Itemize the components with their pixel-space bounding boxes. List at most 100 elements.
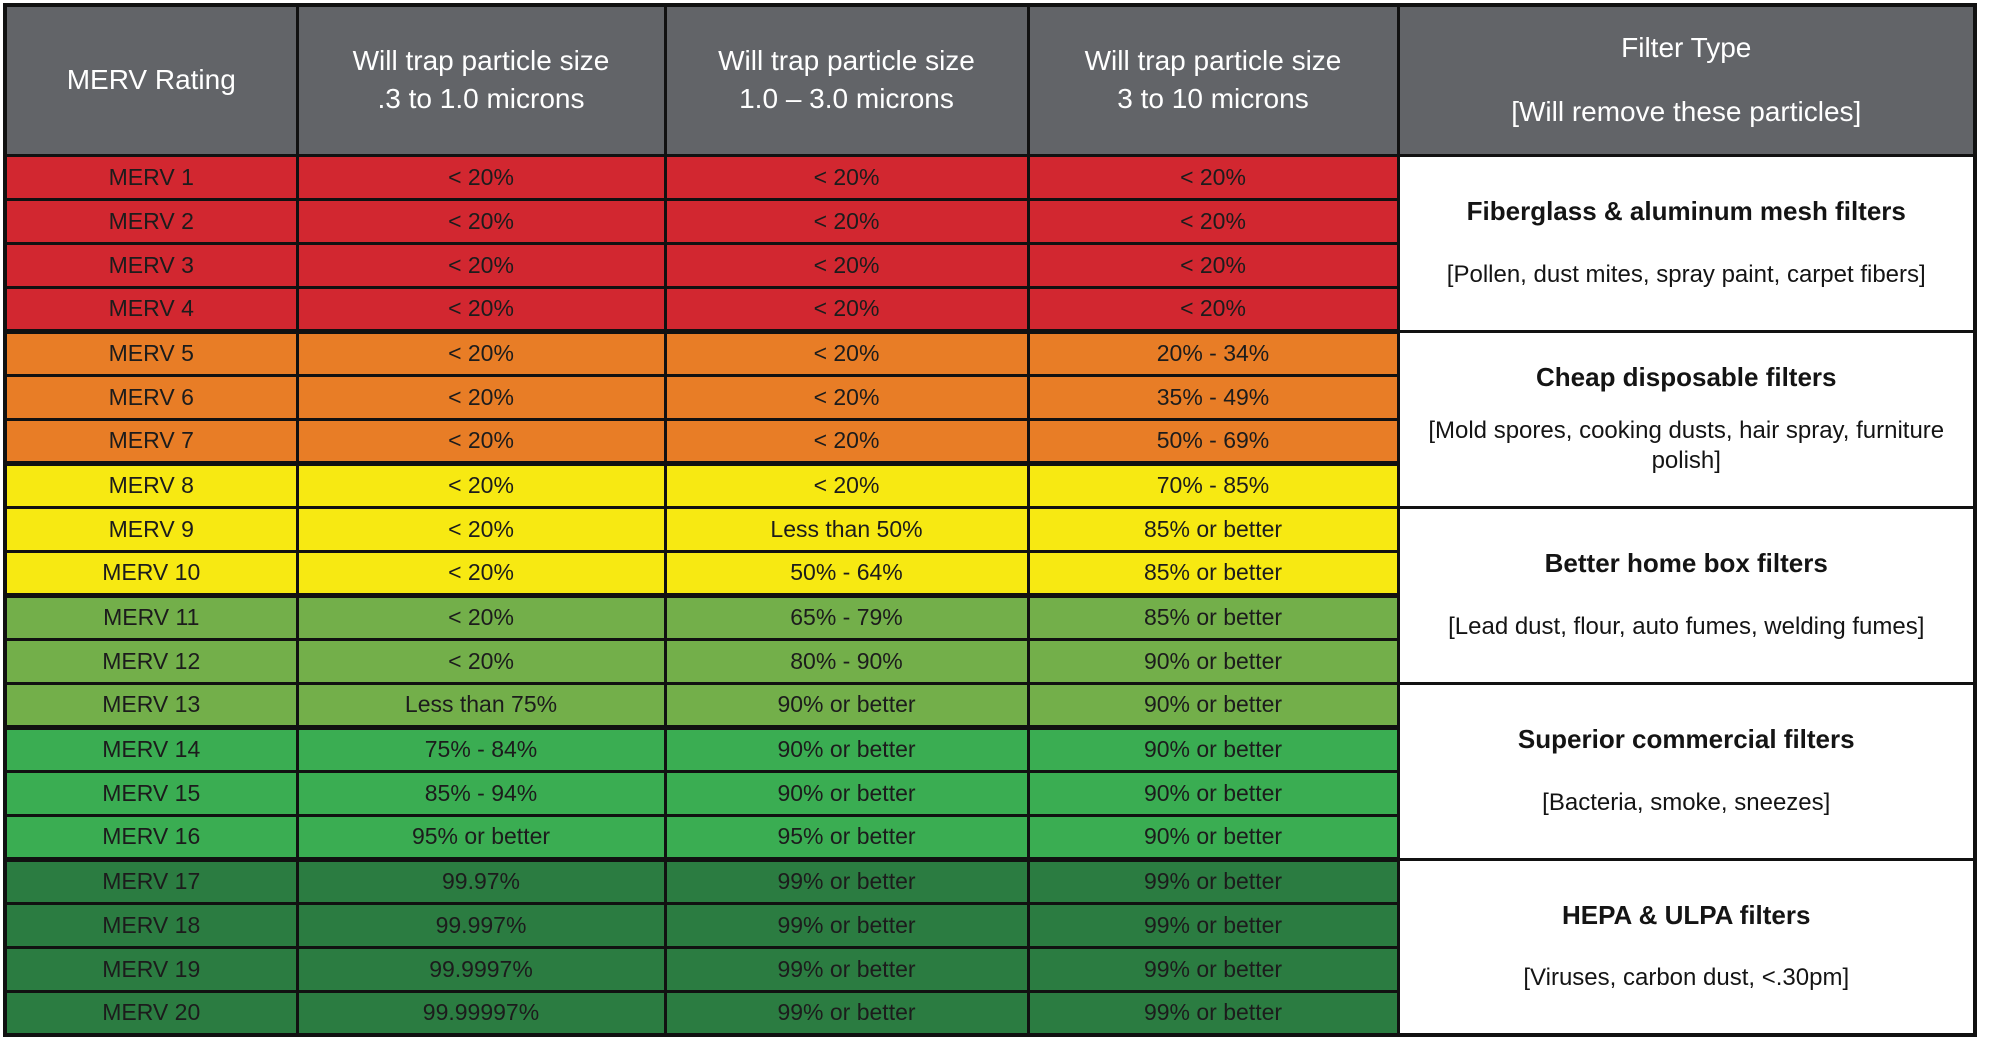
value-cell-medium: 80% - 90%: [663, 637, 1030, 685]
filter-type-cell: HEPA & ULPA filters [Viruses, carbon dus…: [1396, 857, 1977, 1037]
merv-rating-cell: MERV 2: [3, 197, 299, 245]
merv-rating-cell: MERV 12: [3, 637, 299, 685]
table-row-merv-6: MERV 6 < 20% < 20% 35% - 49%: [3, 373, 1975, 421]
merv-rating-cell: MERV 19: [3, 945, 299, 993]
merv-rating-table: MERV Rating Will trap particle size .3 t…: [3, 3, 1977, 1037]
value-cell-large: 90% or better: [1026, 681, 1400, 729]
value-cell-small: < 20%: [295, 460, 667, 509]
value-cell-large: 90% or better: [1026, 813, 1400, 861]
value-cell-large: 85% or better: [1026, 505, 1400, 553]
filter-type-cell: Cheap disposable filters [Mold spores, c…: [1396, 329, 1977, 509]
value-cell-medium: 90% or better: [663, 724, 1030, 773]
value-cell-medium: < 20%: [663, 285, 1030, 333]
value-cell-large: < 20%: [1026, 285, 1400, 333]
table-row-merv-12: MERV 12 < 20% 80% - 90% 90% or better: [3, 637, 1975, 685]
header-particle-small: Will trap particle size .3 to 1.0 micron…: [295, 3, 667, 157]
value-cell-small: < 20%: [295, 592, 667, 641]
table-row-merv-8: MERV 8 < 20% < 20% 70% - 85%: [3, 460, 1975, 509]
value-cell-large: 85% or better: [1026, 592, 1400, 641]
value-cell-small: < 20%: [295, 328, 667, 377]
header-filter-type: Filter Type [Will remove these particles…: [1396, 3, 1977, 157]
value-cell-large: 20% - 34%: [1026, 328, 1400, 377]
merv-rating-cell: MERV 8: [3, 460, 299, 509]
value-cell-large: < 20%: [1026, 153, 1400, 201]
table-row-merv-18: MERV 18 99.997% 99% or better 99% or bet…: [3, 901, 1975, 949]
value-cell-medium: 95% or better: [663, 813, 1030, 861]
merv-rating-cell: MERV 20: [3, 989, 299, 1037]
value-cell-large: 99% or better: [1026, 989, 1400, 1037]
filter-group-particles: [Viruses, carbon dust, <.30pm]: [1523, 964, 1850, 992]
value-cell-medium: < 20%: [663, 241, 1030, 289]
filter-group-name: HEPA & ULPA filters: [1562, 900, 1811, 931]
merv-rating-cell: MERV 9: [3, 505, 299, 553]
merv-rating-cell: MERV 13: [3, 681, 299, 729]
header-particle-large-line1: Will trap particle size: [1084, 45, 1342, 77]
filter-group-particles: [Lead dust, flour, auto fumes, welding f…: [1448, 612, 1925, 640]
header-particle-medium-line2: 1.0 – 3.0 microns: [739, 83, 954, 115]
table-row-merv-14: MERV 14 75% - 84% 90% or better 90% or b…: [3, 724, 1975, 773]
value-cell-small: < 20%: [295, 505, 667, 553]
filter-type-cell: Superior commercial filters [Bacteria, s…: [1396, 681, 1977, 861]
value-cell-medium: 65% - 79%: [663, 592, 1030, 641]
merv-rating-cell: MERV 6: [3, 373, 299, 421]
filter-type-cell: Fiberglass & aluminum mesh filters [Poll…: [1396, 153, 1977, 333]
table-row-merv-20: MERV 20 99.99997% 99% or better 99% or b…: [3, 989, 1975, 1037]
table-row-merv-9: MERV 9 < 20% Less than 50% 85% or better…: [3, 505, 1977, 685]
value-cell-large: 90% or better: [1026, 724, 1400, 773]
value-cell-large: 35% - 49%: [1026, 373, 1400, 421]
value-cell-large: 85% or better: [1026, 549, 1400, 597]
value-cell-large: 50% - 69%: [1026, 417, 1400, 465]
merv-rating-cell: MERV 3: [3, 241, 299, 289]
table-row-merv-3: MERV 3 < 20% < 20% < 20%: [3, 241, 1975, 289]
table-row-merv-10: MERV 10 < 20% 50% - 64% 85% or better: [3, 549, 1975, 597]
value-cell-large: 99% or better: [1026, 856, 1400, 905]
value-cell-medium: 90% or better: [663, 681, 1030, 729]
filter-group-name: Fiberglass & aluminum mesh filters: [1466, 196, 1906, 227]
header-particle-large-line2: 3 to 10 microns: [1117, 83, 1309, 115]
value-cell-medium: < 20%: [663, 460, 1030, 509]
table-row-merv-16: MERV 16 95% or better 95% or better 90% …: [3, 813, 1975, 861]
merv-rating-cell: MERV 15: [3, 769, 299, 817]
table-row-merv-15: MERV 15 85% - 94% 90% or better 90% or b…: [3, 769, 1975, 817]
value-cell-small: Less than 75%: [295, 681, 667, 729]
table-row-merv-7: MERV 7 < 20% < 20% 50% - 69%: [3, 417, 1975, 465]
header-filter-type-line1: Filter Type: [1621, 32, 1752, 64]
value-cell-large: 70% - 85%: [1026, 460, 1400, 509]
filter-group-name: Better home box filters: [1544, 548, 1828, 579]
value-cell-large: < 20%: [1026, 241, 1400, 289]
value-cell-large: < 20%: [1026, 197, 1400, 245]
value-cell-large: 99% or better: [1026, 901, 1400, 949]
value-cell-medium: < 20%: [663, 153, 1030, 201]
table-row-merv-1: MERV 1 < 20% < 20% < 20% Fiberglass & al…: [3, 153, 1977, 333]
header-particle-small-line1: Will trap particle size: [352, 45, 610, 77]
value-cell-small: 99.997%: [295, 901, 667, 949]
table-row-merv-5: MERV 5 < 20% < 20% 20% - 34% Cheap dispo…: [3, 328, 1977, 509]
filter-group-name: Cheap disposable filters: [1535, 362, 1837, 393]
value-cell-small: < 20%: [295, 153, 667, 201]
value-cell-small: < 20%: [295, 417, 667, 465]
table-row-merv-4: MERV 4 < 20% < 20% < 20%: [3, 285, 1975, 333]
filter-group-particles: [Pollen, dust mites, spray paint, carpet…: [1446, 260, 1926, 288]
value-cell-medium: < 20%: [663, 197, 1030, 245]
value-cell-medium: < 20%: [663, 417, 1030, 465]
value-cell-small: < 20%: [295, 637, 667, 685]
value-cell-medium: 50% - 64%: [663, 549, 1030, 597]
merv-rating-cell: MERV 16: [3, 813, 299, 861]
value-cell-small: 85% - 94%: [295, 769, 667, 817]
value-cell-medium: < 20%: [663, 373, 1030, 421]
value-cell-medium: 99% or better: [663, 945, 1030, 993]
header-merv-rating: MERV Rating: [3, 3, 299, 157]
value-cell-small: < 20%: [295, 197, 667, 245]
value-cell-large: 90% or better: [1026, 637, 1400, 685]
merv-rating-cell: MERV 18: [3, 901, 299, 949]
merv-rating-cell: MERV 7: [3, 417, 299, 465]
header-row: MERV Rating Will trap particle size .3 t…: [3, 3, 1977, 157]
filter-group-name: Superior commercial filters: [1517, 724, 1855, 755]
value-cell-medium: 99% or better: [663, 901, 1030, 949]
value-cell-medium: 90% or better: [663, 769, 1030, 817]
merv-rating-cell: MERV 4: [3, 285, 299, 333]
header-particle-large: Will trap particle size 3 to 10 microns: [1026, 3, 1400, 157]
filter-group-particles: [Mold spores, cooking dusts, hair spray,…: [1428, 416, 1945, 474]
value-cell-small: 99.99997%: [295, 989, 667, 1037]
value-cell-medium: < 20%: [663, 328, 1030, 377]
